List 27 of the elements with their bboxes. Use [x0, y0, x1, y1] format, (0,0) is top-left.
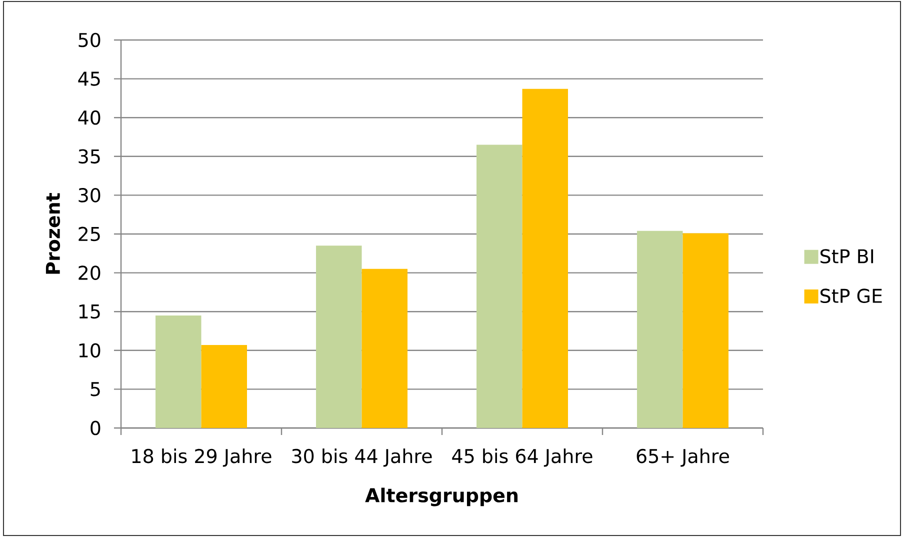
bar: [362, 268, 408, 428]
x-tick-label: 18 bis 29 Jahre: [132, 448, 272, 467]
y-tick-label: 35: [78, 149, 100, 164]
y-tick-label: 20: [78, 266, 100, 280]
x-axis-title: Altersgruppen: [365, 488, 518, 506]
legend-label: StP GE: [820, 288, 882, 304]
y-tick-label: 30: [78, 188, 100, 202]
y-tick-label: 45: [78, 72, 100, 86]
x-tick-label: 30 bis 44 Jahre: [292, 448, 432, 467]
bar: [637, 230, 683, 428]
y-tick-label: 50: [78, 32, 100, 48]
bar: [682, 233, 728, 428]
bar: [201, 344, 247, 428]
y-tick-label: 40: [78, 110, 100, 125]
bar: [522, 88, 568, 428]
bar: [476, 144, 522, 428]
bar: [156, 315, 202, 428]
bar: [316, 246, 362, 428]
y-tick-label: 25: [78, 226, 100, 242]
y-tick-label: 10: [79, 343, 100, 358]
x-tick-label: 45 bis 64 Jahre: [452, 448, 592, 467]
y-tick-label: 15: [79, 304, 100, 319]
y-axis-title: Prozent: [46, 192, 60, 274]
y-tick-label: 5: [90, 382, 100, 396]
y-tick-label: 0: [90, 420, 100, 436]
x-tick-label: 65+ Jahre: [636, 448, 729, 467]
legend-label: StP BI: [820, 249, 874, 264]
